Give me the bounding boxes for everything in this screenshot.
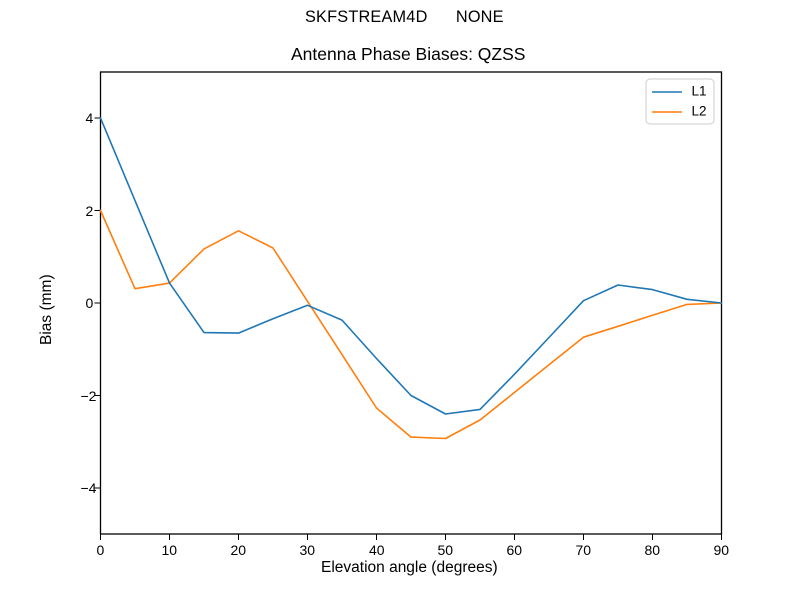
svg-text:L2: L2: [692, 104, 707, 119]
svg-text:L1: L1: [692, 84, 707, 99]
